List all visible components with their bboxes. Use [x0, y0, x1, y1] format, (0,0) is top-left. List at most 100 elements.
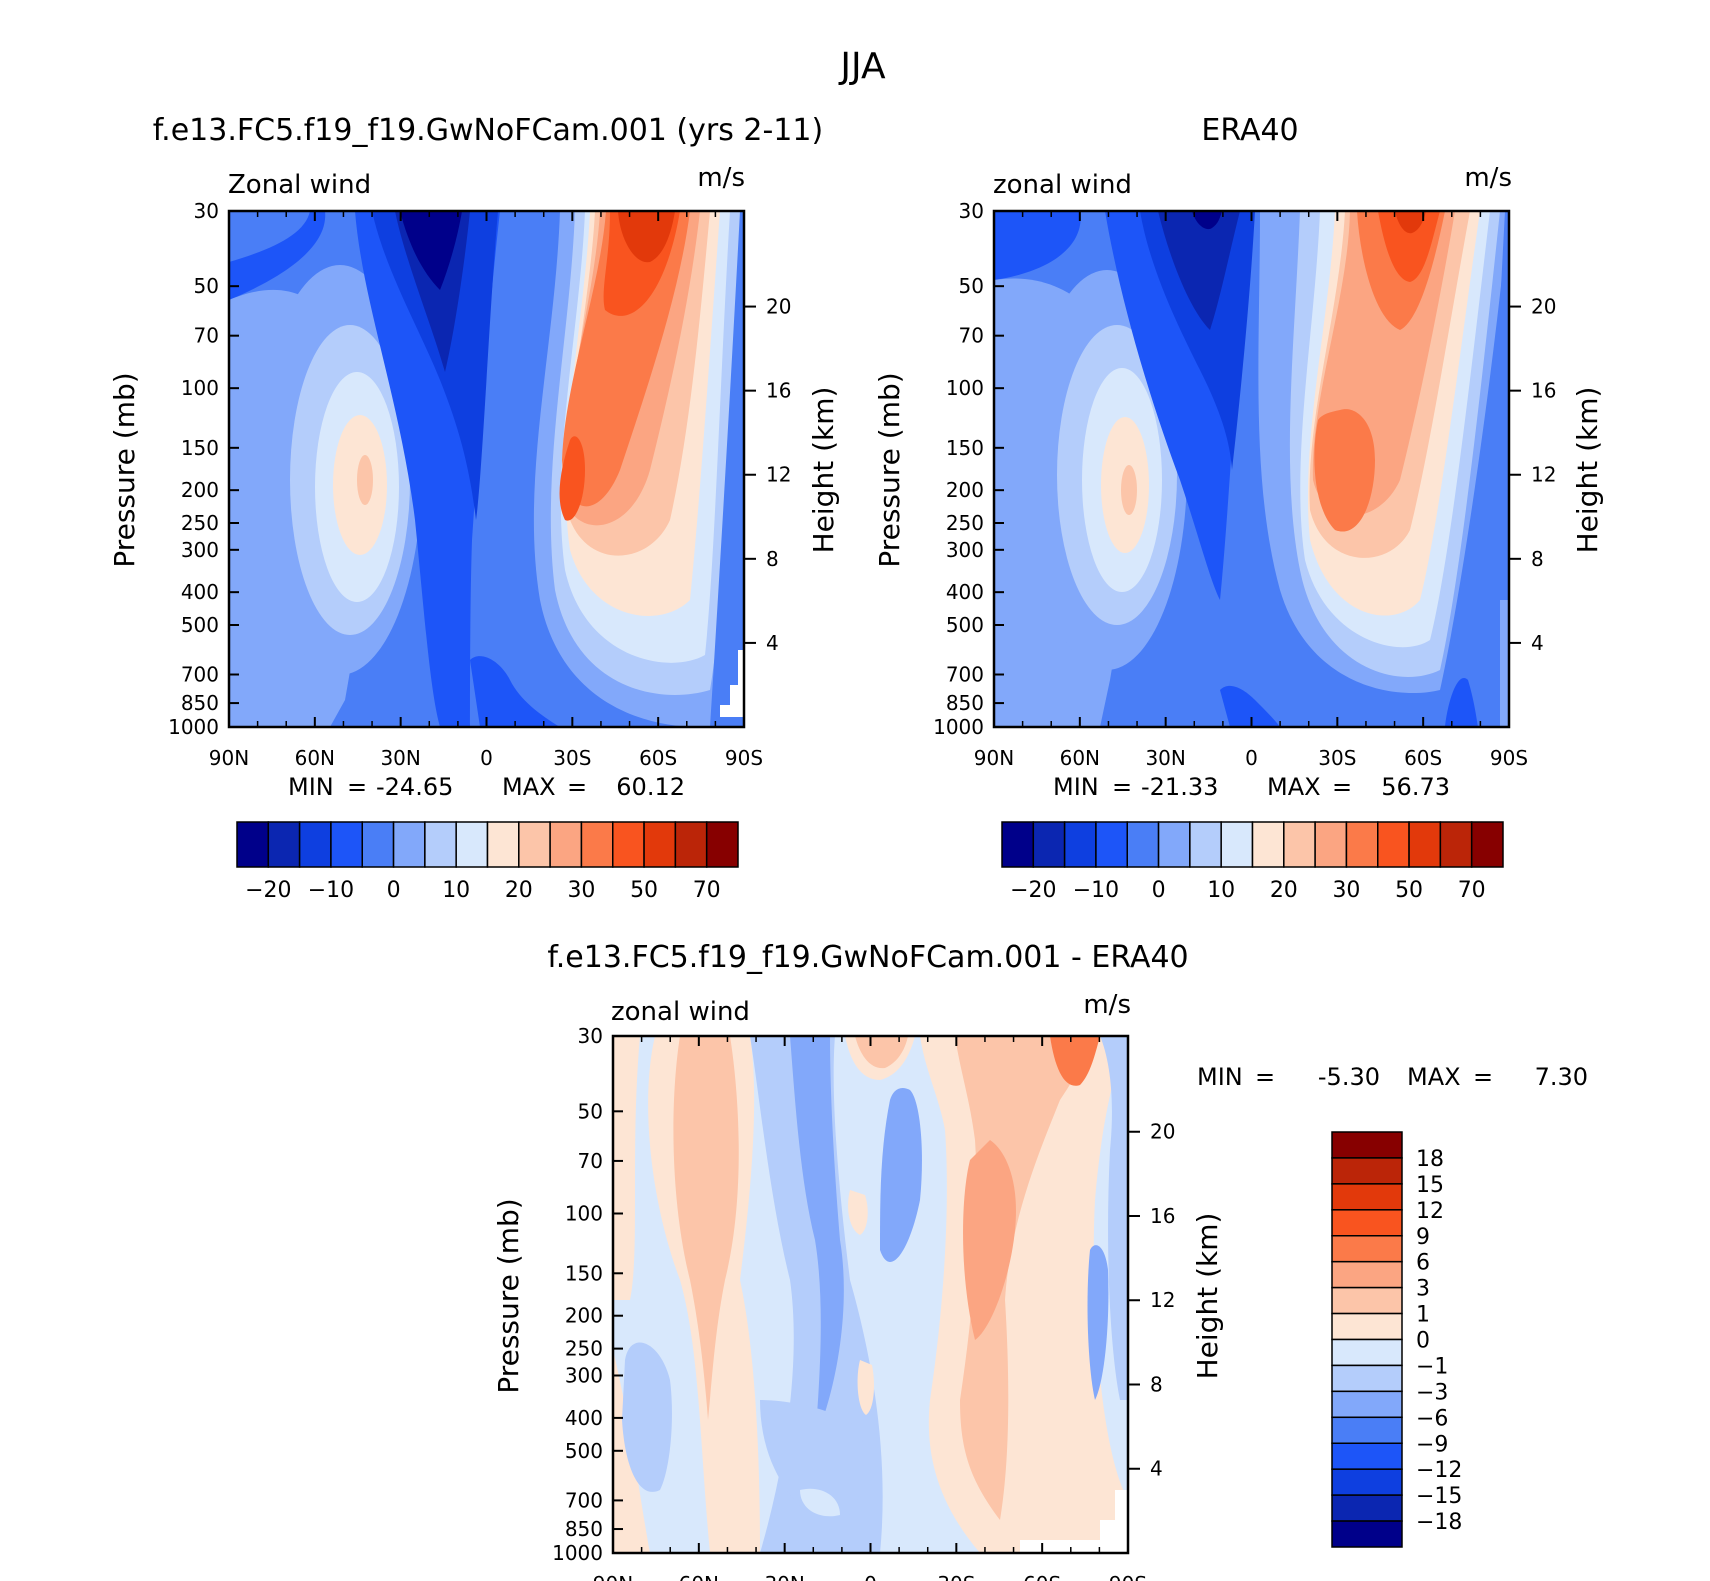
colorbar-tick-label: −9 [1416, 1432, 1448, 1457]
x-tick-label: 30S [937, 1572, 975, 1581]
colorbar-swatch [518, 821, 551, 868]
height-tick-label: 4 [1150, 1457, 1163, 1481]
x-tick-label: 30N [764, 1572, 804, 1581]
colorbar-swatch [643, 821, 677, 868]
colorbar-tick-label: 0 [1152, 878, 1166, 903]
x-tick-label: 60S [1404, 746, 1442, 770]
colorbar-swatch [1377, 821, 1410, 868]
colorbar-swatch [612, 821, 645, 868]
colorbar-swatch [1314, 821, 1348, 868]
panel-model-min-label: MIN [288, 773, 334, 801]
colorbar-tick-label: 9 [1416, 1225, 1430, 1250]
x-tick-label: 30N [380, 746, 420, 770]
x-tick-label: 90N [209, 746, 249, 770]
y-tick-label: 1000 [933, 715, 984, 739]
colorbar-swatch [674, 821, 708, 868]
colorbar-swatch [1220, 821, 1254, 868]
y-tick-label: 200 [946, 478, 984, 502]
height-tick-label: 4 [766, 631, 779, 655]
colorbar-swatch [455, 821, 489, 868]
colorbar-swatch [392, 821, 426, 868]
x-tick-label: 0 [480, 746, 493, 770]
y-tick-label: 700 [946, 663, 984, 687]
y-tick-label: 850 [565, 1517, 603, 1541]
panel-era40-left-label: zonal wind [993, 170, 1132, 200]
panel-diff-min-label: MIN [1197, 1063, 1243, 1091]
panel-era40-ylabel: Pressure (mb) [873, 372, 906, 567]
colorbar-swatch [549, 821, 583, 868]
y-tick-label: 850 [181, 691, 219, 715]
colorbar-swatch [1470, 821, 1504, 868]
panel-model: f.e13.FC5.f19_f19.GwNoFCam.001 (yrs 2-11… [108, 113, 840, 903]
y-tick-label: 850 [946, 691, 984, 715]
colorbar-swatch [1331, 1338, 1403, 1367]
colorbar-tick-label: 0 [387, 878, 401, 903]
panel-model-minmax: MIN = -24.65 MAX = 60.12 [288, 773, 685, 801]
colorbar-swatch [1001, 821, 1035, 868]
colorbar-tick-label: 10 [1207, 878, 1235, 903]
colorbar-tick-label: −12 [1416, 1458, 1462, 1483]
colorbar-tick-label: 20 [1270, 878, 1298, 903]
panel-era40-title: ERA40 [1201, 113, 1298, 148]
colorbar-tick-label: 30 [1332, 878, 1360, 903]
panel-model-ylabel: Pressure (mb) [108, 372, 141, 567]
x-tick-label: 60N [295, 746, 335, 770]
y-tick-label: 250 [946, 511, 984, 535]
colorbar-tick-label: 70 [693, 878, 721, 903]
panel-era40-minmax: MIN = -21.33 MAX = 56.73 [1053, 773, 1450, 801]
colorbar-tick-label: −18 [1416, 1510, 1462, 1535]
height-tick-label: 20 [1150, 1120, 1175, 1144]
colorbar-swatch [1331, 1442, 1403, 1470]
panel-diff-title: f.e13.FC5.f19_f19.GwNoFCam.001 - ERA40 [547, 940, 1188, 975]
y-tick-label: 100 [565, 1202, 603, 1226]
colorbar-swatch [1331, 1235, 1403, 1263]
height-tick-label: 8 [766, 547, 779, 571]
colorbar-tick-label: 30 [567, 878, 595, 903]
height-tick-label: 16 [1531, 379, 1556, 403]
y-tick-label: 150 [565, 1261, 603, 1285]
panel-era40-max: 56.73 [1381, 773, 1450, 801]
panel-model-colorbar: −20 −10 0 10 20 30 50 70 [236, 821, 739, 903]
panel-difference: f.e13.FC5.f19_f19.GwNoFCam.001 - ERA40 z… [492, 940, 1588, 1581]
height-tick-label: 12 [1150, 1288, 1175, 1312]
panel-diff-max: 7.30 [1535, 1063, 1588, 1091]
y-tick-label: 100 [946, 376, 984, 400]
y-tick-label: 1000 [168, 715, 219, 739]
y-tick-label: 30 [194, 199, 219, 223]
colorbar-tick-label: 50 [630, 878, 658, 903]
colorbar-swatch [1331, 1468, 1403, 1496]
colorbar-swatch [424, 821, 457, 868]
colorbar-tick-label: 50 [1395, 878, 1423, 903]
colorbar-tick-label: 1 [1416, 1303, 1430, 1328]
svg-text:=: = [347, 773, 367, 801]
y-tick-label: 30 [959, 199, 984, 223]
svg-text:=: = [567, 773, 587, 801]
x-tick-label: 30N [1145, 746, 1185, 770]
colorbar-swatch [1408, 821, 1442, 868]
panel-diff-min: -5.30 [1318, 1063, 1380, 1091]
x-tick-label: 60S [639, 746, 677, 770]
y-tick-label: 50 [194, 274, 219, 298]
y-tick-label: 50 [578, 1099, 603, 1123]
height-tick-label: 4 [1531, 631, 1544, 655]
y-tick-label: 200 [181, 478, 219, 502]
colorbar-swatch [1331, 1364, 1403, 1393]
colorbar-tick-label: −15 [1416, 1484, 1462, 1509]
svg-text:=: = [1473, 1063, 1493, 1091]
panel-diff-y2label: Height (km) [1191, 1213, 1224, 1380]
colorbar-swatch [1095, 821, 1128, 868]
colorbar-tick-label: 0 [1416, 1329, 1430, 1354]
y-tick-label: 250 [181, 511, 219, 535]
panel-model-left-label: Zonal wind [228, 170, 371, 200]
panel-diff-ylabel: Pressure (mb) [492, 1198, 525, 1393]
colorbar-swatch [1032, 821, 1066, 868]
colorbar-swatch [1331, 1520, 1403, 1548]
colorbar-swatch [1439, 821, 1473, 868]
x-tick-label: 90N [593, 1572, 633, 1581]
y-tick-label: 700 [565, 1488, 603, 1512]
colorbar-swatch [1345, 821, 1379, 868]
panel-model-units: m/s [697, 163, 745, 193]
colorbar-tick-label: 18 [1416, 1147, 1444, 1172]
panel-diff-field [613, 1036, 1128, 1553]
